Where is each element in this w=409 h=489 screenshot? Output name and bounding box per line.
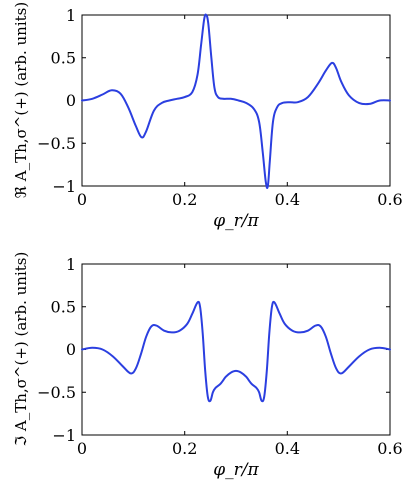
- top-x-ticks: [184, 15, 288, 186]
- bottom-y-tick-label: −1: [52, 426, 76, 445]
- bottom-y-ticks: [82, 306, 390, 393]
- bottom-x-tick-label: 0.4: [275, 439, 300, 458]
- bottom-y-tick-label: 0.5: [51, 298, 76, 317]
- top-y-tick-label: 0: [66, 91, 76, 110]
- bottom-x-axis-label: φ_r/π: [213, 460, 259, 480]
- top-x-tick-label: 0: [77, 190, 87, 209]
- top-y-tick-label: 0.5: [51, 49, 76, 68]
- bottom-x-ticks: [184, 264, 288, 435]
- top-chart: 0 0.2 0.4 0.6 1 0.5 0 −0.5 −1 φ_r/π ℜ A_…: [12, 2, 403, 231]
- bottom-x-tick-label: 0.6: [377, 439, 402, 458]
- bottom-y-tick-label: 0: [66, 340, 76, 359]
- top-x-tick-label: 0.6: [377, 190, 402, 209]
- bottom-x-tick-label: 0: [77, 439, 87, 458]
- top-y-tick-label: −1: [52, 177, 76, 196]
- top-y-axis-label: ℜ A_Th,σ^(+) (arb. units): [12, 2, 30, 198]
- bottom-y-axis-label: ℑ A_Th,σ^(+) (arb. units): [12, 252, 30, 447]
- bottom-plot-frame: [81, 263, 391, 436]
- top-x-axis-label: φ_r/π: [213, 211, 259, 231]
- top-y-tick-label: −0.5: [37, 134, 76, 153]
- bottom-chart: 0 0.2 0.4 0.6 1 0.5 0 −0.5 −1 φ_r/π ℑ A_…: [12, 252, 403, 480]
- bottom-x-tick-label: 0.2: [172, 439, 197, 458]
- bottom-series-line: [81, 300, 391, 403]
- top-x-tick-label: 0.2: [172, 190, 197, 209]
- bottom-y-tick-label: 1: [66, 255, 76, 274]
- top-y-tick-label: 1: [66, 6, 76, 25]
- top-series-line: [81, 13, 391, 189]
- bottom-y-tick-label: −0.5: [37, 383, 76, 402]
- top-x-tick-label: 0.4: [275, 190, 300, 209]
